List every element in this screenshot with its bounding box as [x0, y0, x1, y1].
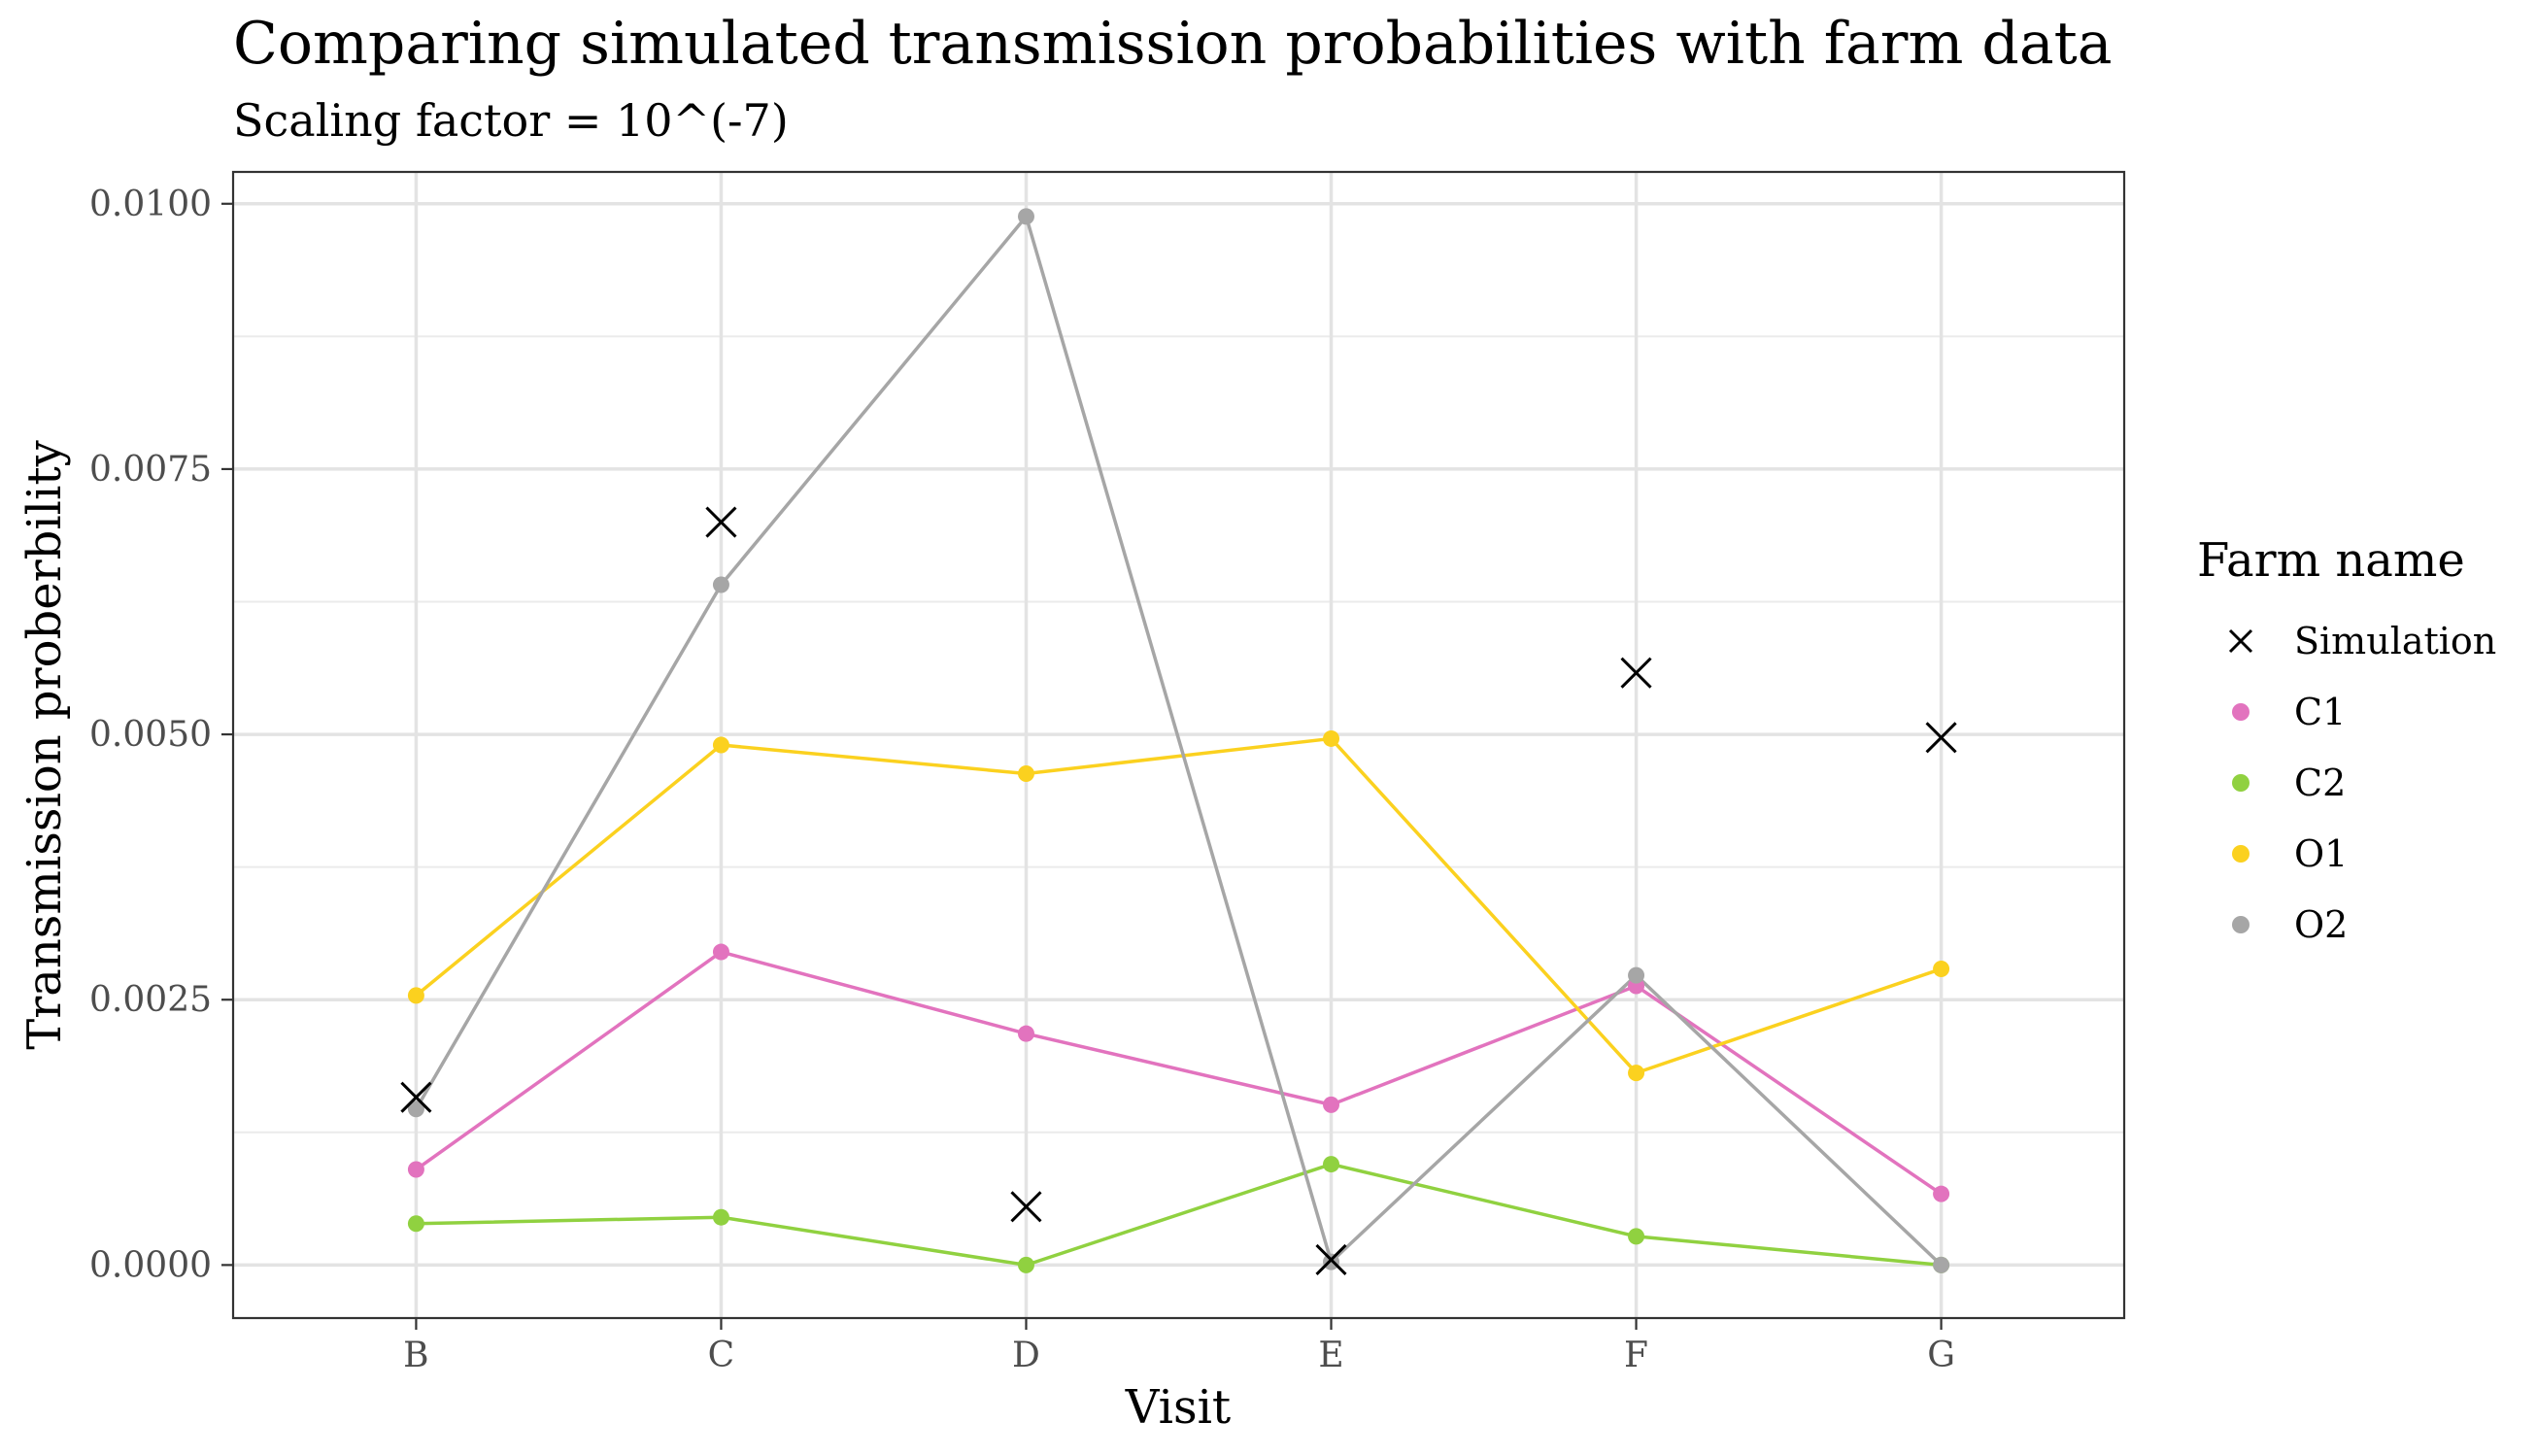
data-point-c1: [407, 1161, 424, 1178]
legend-title: Farm name: [2197, 533, 2465, 588]
legend-key-o2: [2232, 916, 2249, 933]
y-axis-title: Transmission proberbility: [17, 440, 72, 1050]
legend-label-o2: O2: [2294, 903, 2348, 946]
x-tick-label: E: [1318, 1336, 1343, 1375]
series-line-c1: [415, 950, 1943, 1196]
simulation-marker: [1620, 657, 1652, 689]
data-point-c1: [1017, 1025, 1034, 1042]
data-point-c2: [407, 1215, 424, 1233]
chart-title: Comparing simulated transmission probabi…: [233, 10, 2112, 78]
legend-key-simulation: [2228, 628, 2253, 654]
x-axis-title: Visit: [1125, 1380, 1231, 1435]
x-tick-label: G: [1927, 1336, 1955, 1375]
data-point-o2: [1323, 1253, 1340, 1270]
simulation-marker: [705, 506, 737, 538]
y-tick-label: 0.0025: [89, 980, 212, 1020]
data-point-c1: [712, 943, 729, 961]
y-axis-ticks: 0.0000 0.0025 0.0050 0.0075 0.0100: [89, 185, 233, 1285]
data-point-o2: [407, 1100, 424, 1118]
simulation-marker: [1925, 722, 1957, 754]
legend-key-o1: [2232, 845, 2249, 863]
data-point-o2: [1933, 1256, 1950, 1273]
data-point-o1: [712, 736, 729, 754]
data-point-c1: [1323, 1096, 1340, 1113]
legend-label-c2: C2: [2294, 762, 2346, 804]
series-points: [407, 208, 1950, 1273]
data-point-c2: [712, 1208, 729, 1226]
data-point-c1: [1933, 1185, 1950, 1202]
x-tick-label: D: [1012, 1336, 1040, 1375]
data-point-o2: [1628, 966, 1645, 984]
y-tick-label: 0.0050: [89, 715, 212, 755]
legend-label-o1: O1: [2294, 832, 2348, 875]
data-point-c2: [1017, 1256, 1034, 1273]
data-point-o1: [407, 987, 424, 1004]
series-lines: [414, 215, 1943, 1268]
simulation-markers: [400, 506, 1957, 1275]
data-point-o1: [1933, 961, 1950, 978]
series-line-c2: [416, 1162, 1942, 1268]
data-point-o1: [1017, 765, 1034, 782]
simulation-marker: [1010, 1191, 1042, 1223]
simulation-marker: [1315, 1243, 1347, 1275]
legend-label-c1: C1: [2294, 691, 2346, 733]
panel-border: [231, 170, 2126, 1320]
chart-subtitle: Scaling factor = 10^(-7): [233, 94, 789, 147]
data-point-o1: [1628, 1065, 1645, 1082]
x-tick-label: C: [708, 1336, 735, 1375]
legend: Farm name Simulation C1 C2 O1 O2: [2197, 533, 2496, 946]
data-point-o2: [1017, 208, 1034, 225]
x-tick-label: B: [403, 1336, 428, 1375]
legend-key-c1: [2232, 703, 2249, 721]
y-tick-label: 0.0100: [89, 185, 212, 224]
series-line-o1: [415, 736, 1943, 1075]
x-axis-ticks: B C D E F G: [403, 1318, 1955, 1375]
y-tick-label: 0.0000: [89, 1245, 212, 1285]
series-line-o2: [414, 215, 1943, 1267]
data-point-c2: [1628, 1228, 1645, 1245]
data-point-o2: [712, 576, 729, 593]
x-tick-label: F: [1624, 1336, 1648, 1375]
data-point-c2: [1323, 1156, 1340, 1173]
legend-label-simulation: Simulation: [2294, 620, 2496, 662]
legend-key-c2: [2232, 774, 2249, 792]
data-point-o1: [1323, 729, 1340, 747]
simulation-marker: [400, 1081, 432, 1113]
y-tick-label: 0.0075: [89, 450, 212, 490]
